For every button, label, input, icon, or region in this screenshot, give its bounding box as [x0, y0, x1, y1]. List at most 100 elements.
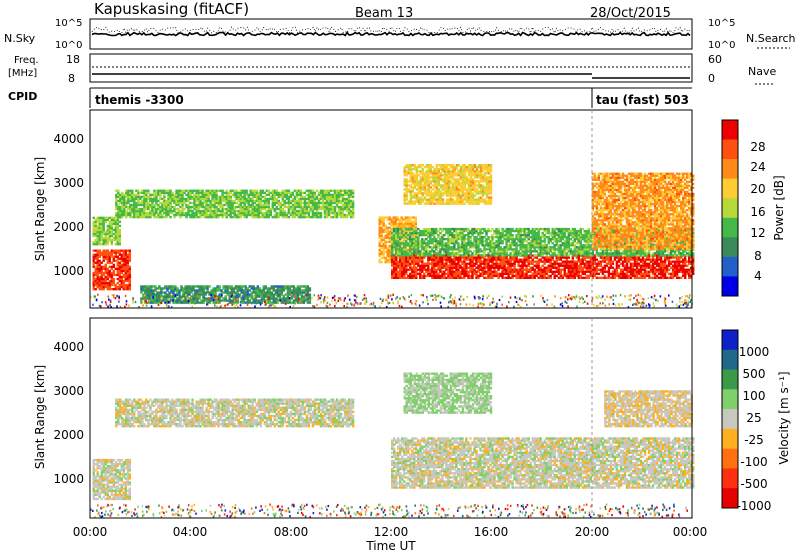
echo-cell [293, 203, 297, 207]
echo-cell [294, 289, 298, 292]
echo-cell [286, 295, 290, 298]
echo-cell [309, 209, 313, 213]
echo-cell [643, 276, 647, 280]
echo-cell [239, 209, 242, 213]
echo-cell [116, 277, 120, 281]
echo-cell [497, 227, 500, 231]
echo-cell [289, 191, 293, 195]
echo-cell [180, 297, 183, 300]
echo-cell [110, 243, 114, 246]
echo-cell [527, 258, 530, 261]
echo-cell [465, 248, 468, 251]
echo-cell [260, 293, 264, 296]
echo-cell [255, 211, 259, 215]
echo-cell [183, 199, 186, 203]
echo-cell [341, 203, 345, 207]
echo-cell [222, 299, 225, 302]
echo-cell [349, 193, 353, 197]
echo-cell [329, 201, 333, 205]
echo-cell [121, 216, 124, 219]
echo-cell [160, 293, 163, 296]
echo-cell [603, 260, 607, 263]
echo-cell [211, 216, 214, 219]
echo-cell [303, 203, 307, 207]
echo-cell [96, 271, 99, 275]
echo-cell [299, 211, 303, 215]
echo-cell [684, 256, 687, 259]
echo-cell [281, 197, 285, 201]
echo-cell [94, 269, 97, 273]
echo-cell [221, 195, 224, 199]
echo-cell [404, 246, 407, 250]
echo-cell [256, 291, 260, 294]
echo-cell [143, 195, 146, 199]
echo-cell [108, 224, 112, 228]
echo-cell [265, 216, 269, 219]
echo-cell [106, 249, 110, 252]
echo-cell [192, 293, 195, 296]
echo-cell [218, 289, 221, 292]
echo-cell [194, 301, 197, 304]
echo-cell [263, 199, 267, 203]
echo-cell [110, 224, 114, 228]
echo-cell [291, 205, 295, 209]
echo-cell [593, 260, 597, 263]
echo-cell [615, 266, 619, 269]
echo-cell [283, 203, 287, 207]
echo-cell [306, 301, 310, 304]
echo-cell [241, 199, 244, 203]
echo-cell [555, 268, 558, 271]
echo-cell [94, 240, 97, 244]
echo-cell [306, 291, 310, 294]
echo-cell [249, 205, 252, 209]
echo-cell [182, 289, 185, 292]
echo-cell [382, 228, 385, 231]
echo-cell [395, 274, 398, 278]
echo-cell [193, 203, 196, 207]
echo-cell [399, 246, 402, 249]
cpid-label: CPID [8, 90, 37, 103]
echo-cell [123, 203, 126, 207]
echo-cell [343, 207, 347, 211]
echo-cell [206, 299, 209, 302]
echo-cell [327, 205, 331, 209]
echo-cell [100, 222, 103, 226]
echo-cell [309, 197, 313, 201]
echo-cell [675, 270, 679, 273]
echo-cell [491, 240, 494, 243]
echo-cell [413, 264, 416, 267]
echo-cell [329, 199, 333, 203]
echo-cell [495, 266, 498, 269]
echo-cell [96, 267, 99, 271]
echo-cell [116, 234, 120, 238]
echo-cell [218, 301, 221, 304]
echo-cell [164, 297, 167, 300]
echo-cell [234, 291, 237, 294]
echo-cell [313, 213, 317, 217]
echo-cell [197, 216, 200, 219]
echo-cell [559, 258, 563, 261]
echo-cell [271, 195, 275, 199]
echo-cell [131, 205, 134, 209]
echo-cell [240, 299, 243, 302]
echo-cell [251, 207, 254, 211]
echo-cell [202, 289, 205, 292]
echo-cell [475, 254, 478, 257]
echo-cell [341, 209, 345, 213]
echo-cell [129, 205, 132, 209]
echo-cell [112, 273, 116, 277]
echo-cell [98, 279, 101, 283]
echo-cell [100, 228, 103, 232]
echo-cell [207, 213, 210, 217]
echo-cell [240, 301, 243, 304]
echo-cell [465, 270, 468, 273]
echo-cell [563, 270, 567, 273]
echo-cell [653, 272, 657, 276]
echo-cell [565, 258, 569, 261]
echo-cell [405, 256, 408, 259]
echo-cell [126, 265, 130, 269]
echo-cell [123, 199, 126, 203]
echo-cell [245, 191, 248, 195]
echo-cell [106, 277, 110, 281]
echo-cell [641, 256, 645, 259]
